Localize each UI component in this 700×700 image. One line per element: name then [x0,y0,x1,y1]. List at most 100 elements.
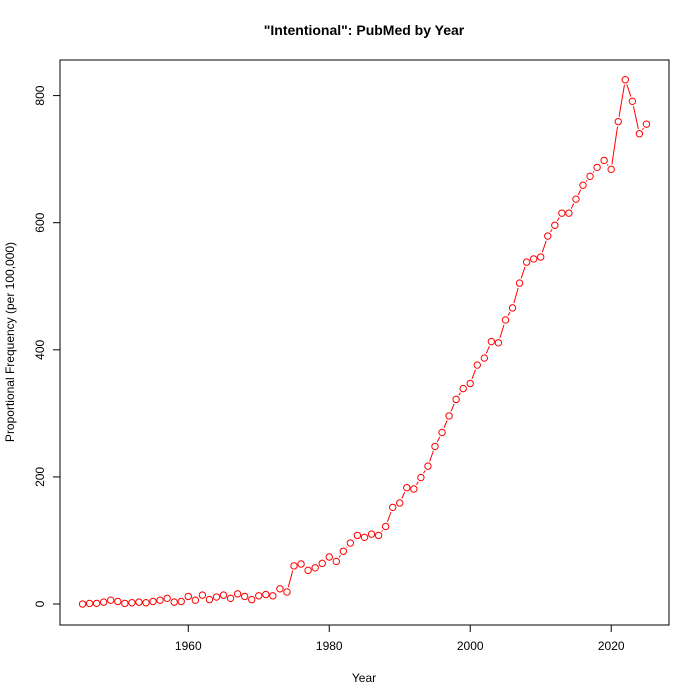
point [142,599,150,607]
point [163,594,171,603]
y-tick-label: 600 [33,212,47,232]
connector [458,392,461,396]
point [487,337,496,346]
connector [611,126,619,165]
point [537,253,545,261]
point [233,590,242,598]
point [114,597,122,606]
connector [556,217,560,222]
point [332,557,341,566]
point [346,539,355,547]
connector [577,189,582,195]
point [508,304,517,312]
point [367,530,376,538]
connector [513,287,519,304]
point [156,596,164,604]
point [628,97,637,106]
point [593,163,601,172]
point [388,503,397,512]
point [410,485,418,493]
plot-box [59,59,670,626]
point [226,594,235,603]
point [614,117,622,126]
connector [570,203,575,209]
connector [641,127,644,131]
point [381,522,390,531]
point [297,560,305,568]
point [191,596,200,604]
point [78,600,87,608]
point [374,531,383,540]
connector [606,164,609,166]
point [494,339,503,347]
connector [499,324,505,339]
y-axis-label: Proportional Frequency (per 100,000) [3,242,17,442]
point [529,255,538,263]
connector [471,369,476,380]
connector [550,229,553,233]
point [480,354,489,362]
point [501,316,510,324]
point [635,130,644,138]
y-tick-label: 800 [33,85,47,105]
connector [381,530,383,532]
point [304,566,312,575]
point [579,181,587,189]
connector [346,546,348,548]
connector [416,481,419,485]
point [445,412,453,420]
point [149,597,157,606]
connector [287,570,294,588]
point [100,598,108,606]
point [276,585,284,593]
connector [436,436,441,443]
point [121,599,129,608]
point [219,591,228,599]
x-tick-label: 2000 [457,639,484,653]
point [424,462,432,470]
point [360,533,369,541]
point [600,156,608,165]
point [403,484,411,492]
point [283,588,291,596]
point [290,562,298,570]
point [438,428,446,437]
point [607,165,615,174]
point [353,531,362,540]
point [184,592,192,601]
point [212,593,221,601]
point [128,599,136,607]
x-axis-label: Year [352,671,376,685]
point [339,547,348,555]
point [325,553,333,561]
connector [618,84,625,117]
point [466,379,474,388]
point [586,172,594,181]
point [135,598,143,606]
point [85,599,94,608]
point [205,595,214,604]
point [396,499,404,507]
connector [401,492,406,499]
y-tick-label: 400 [33,339,47,359]
point [177,597,185,606]
point [522,258,531,266]
point [452,395,460,404]
point [431,442,439,451]
point [269,592,277,600]
connector [592,171,595,173]
point [107,596,115,604]
point [417,473,425,482]
connector [485,345,490,354]
point [551,221,559,229]
chart-title: "Intentional": PubMed by Year [264,22,465,38]
point [311,564,319,572]
connector [386,511,392,522]
connector [626,84,632,97]
point [248,595,256,604]
point [572,195,580,203]
point [198,591,207,599]
point [558,209,566,217]
point [621,76,629,84]
